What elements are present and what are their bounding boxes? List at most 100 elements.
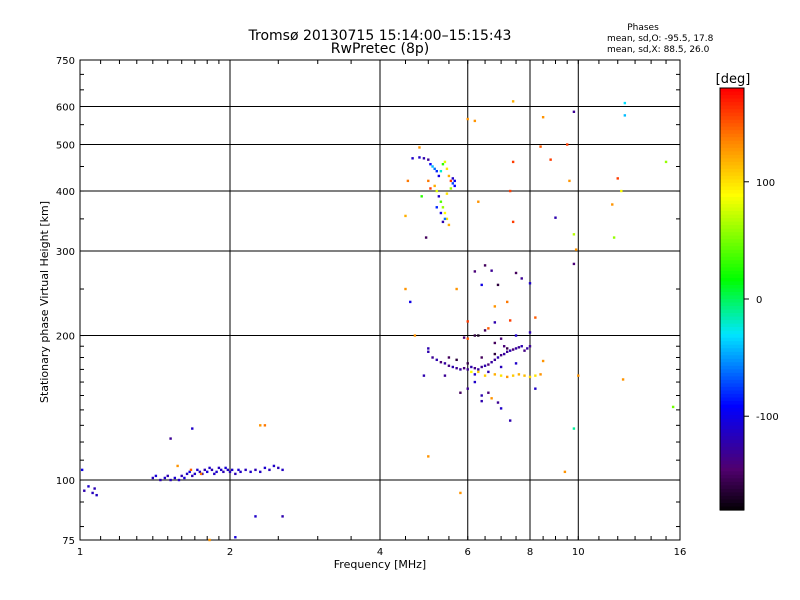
- y-tick-label: 400: [56, 187, 75, 198]
- colorbar-segment: [720, 506, 744, 511]
- data-point: [572, 110, 576, 113]
- x-tick-label: 6: [465, 547, 471, 558]
- colorbar-segment: [720, 267, 744, 272]
- data-point: [490, 397, 493, 400]
- data-point: [418, 146, 421, 149]
- colorbar-segment: [720, 499, 744, 504]
- colorbar-segment: [720, 492, 744, 497]
- data-point: [281, 468, 284, 472]
- data-point: [449, 179, 453, 183]
- data-point: [224, 466, 227, 470]
- colorbar-segment: [720, 344, 744, 349]
- colorbar-segment: [720, 488, 744, 494]
- colorbar-segment: [720, 193, 744, 198]
- data-point: [534, 387, 537, 390]
- colorbar-segment: [720, 450, 744, 455]
- data-point: [466, 337, 469, 340]
- colorbar-segment: [720, 161, 744, 166]
- colorbar-segment: [720, 502, 744, 508]
- data-point: [259, 470, 262, 474]
- colorbar-segment: [720, 182, 744, 188]
- data-point: [453, 184, 456, 188]
- colorbar-segment: [720, 439, 744, 444]
- colorbar-segment: [720, 485, 744, 490]
- data-point: [466, 117, 469, 121]
- data-point: [259, 424, 262, 427]
- colorbar-segment: [720, 88, 744, 93]
- colorbar-segment: [720, 246, 744, 251]
- colorbar-segment: [720, 474, 744, 479]
- y-tick-label: 500: [56, 141, 75, 152]
- data-point: [508, 419, 512, 422]
- data-point: [443, 211, 447, 215]
- data-point: [244, 468, 247, 472]
- colorbar-segment: [720, 471, 744, 476]
- data-point: [268, 468, 271, 472]
- data-point: [493, 305, 497, 308]
- colorbar-segment: [720, 400, 744, 406]
- data-point: [406, 179, 410, 183]
- chart-subtitle: RwPretec (8p): [331, 41, 429, 57]
- colorbar-segment: [720, 277, 744, 283]
- data-point: [466, 320, 469, 323]
- colorbar-segment: [720, 144, 744, 149]
- data-point: [453, 179, 456, 183]
- colorbar-segment: [720, 200, 744, 205]
- data-point: [528, 331, 532, 334]
- data-point: [437, 195, 441, 198]
- data-point: [477, 200, 480, 203]
- data-point: [447, 364, 451, 367]
- colorbar-segment: [720, 457, 744, 462]
- data-point: [517, 373, 521, 376]
- colorbar-segment: [720, 478, 744, 483]
- colorbar-segment: [720, 95, 744, 100]
- data-point: [459, 491, 462, 495]
- data-point: [437, 174, 441, 178]
- data-point: [483, 374, 487, 377]
- colorbar-segment: [720, 270, 744, 275]
- colorbar-segment: [720, 379, 744, 384]
- plot-area: 1 2 4 6 8 10 16 75 100 200 300 400 500 600 750: [56, 56, 686, 558]
- x-axis-label: Frequency [MHz]: [334, 558, 426, 571]
- data-point: [441, 220, 445, 224]
- colorbar-segment: [720, 365, 744, 370]
- colorbar-segment: [720, 186, 744, 191]
- data-point: [217, 466, 221, 470]
- colorbar-segment: [720, 481, 744, 486]
- data-point: [480, 394, 483, 397]
- colorbar-segment: [720, 337, 744, 342]
- colorbar-segment: [720, 140, 744, 145]
- data-point: [154, 474, 158, 478]
- data-point: [435, 189, 438, 193]
- colorbar-segment: [720, 204, 744, 209]
- colorbar-segment: [720, 429, 744, 434]
- colorbar-segment: [720, 256, 744, 261]
- data-point: [502, 345, 506, 348]
- colorbar-segment: [720, 313, 744, 318]
- data-point: [447, 356, 451, 359]
- data-point: [411, 157, 414, 160]
- colorbar-segment: [720, 408, 744, 413]
- data-point: [443, 362, 447, 365]
- data-point: [623, 101, 627, 105]
- colorbar-segment: [720, 467, 744, 472]
- data-point: [191, 474, 194, 478]
- data-point: [480, 283, 483, 287]
- data-point: [435, 206, 438, 209]
- data-point: [226, 468, 230, 472]
- colorbar-segment: [720, 418, 744, 423]
- data-point: [443, 217, 447, 221]
- data-point: [554, 216, 557, 219]
- colorbar-tick-label: 0: [756, 295, 762, 306]
- colorbar-segment: [720, 242, 744, 247]
- data-point: [520, 345, 523, 348]
- y-tick-label: 100: [56, 476, 75, 487]
- data-point: [427, 158, 430, 161]
- data-point: [234, 472, 237, 476]
- data-point: [508, 189, 512, 193]
- colorbar-segment: [720, 221, 744, 226]
- colorbar-segment: [720, 119, 744, 124]
- data-point: [477, 334, 480, 337]
- colorbar-segment: [720, 109, 744, 114]
- data-point: [409, 300, 412, 304]
